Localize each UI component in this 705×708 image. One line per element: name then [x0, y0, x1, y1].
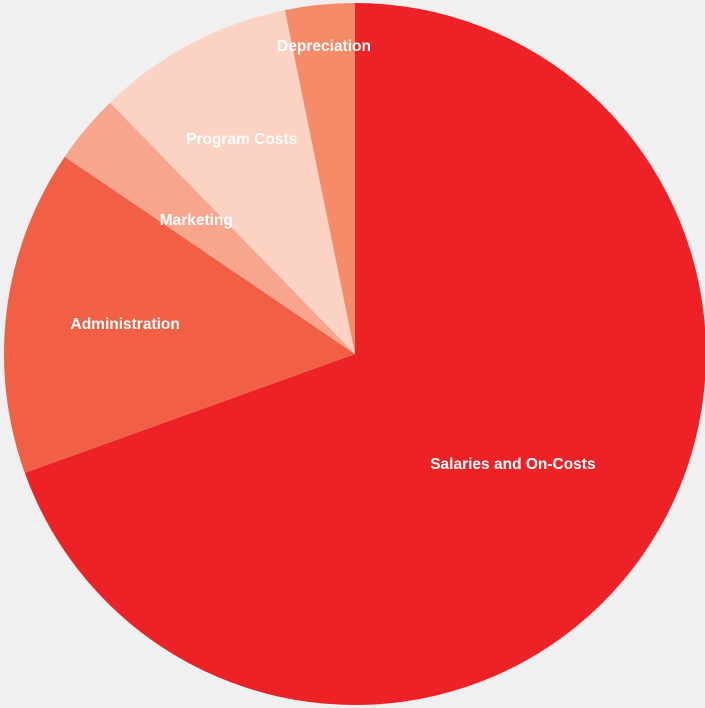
pie-slice-salaries-and-on-costs: [24, 3, 705, 705]
slice-label-marketing: Marketing: [160, 212, 233, 229]
pie-slice-program-costs: [109, 10, 355, 354]
slice-label-salaries-and-on-costs: Salaries and On-Costs: [430, 456, 595, 473]
labels-layer: Salaries and On-Costs Administration Marke…: [71, 38, 596, 473]
pie-slice-depreciation: [284, 2, 355, 354]
pie-slice-marketing: [64, 102, 355, 355]
slice-label-depreciation: Depreciation: [277, 38, 371, 55]
pie-slice-administration: [3, 156, 356, 473]
slice-label-program-costs: Program Costs: [186, 131, 297, 148]
slices-layer: [3, 2, 705, 705]
slice-label-administration: Administration: [71, 316, 180, 333]
